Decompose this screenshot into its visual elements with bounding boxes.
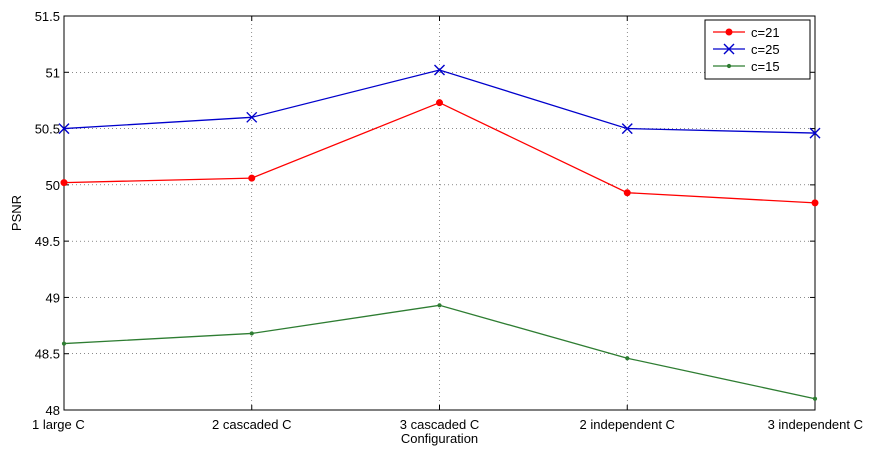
data-point-dot: [726, 63, 732, 69]
y-tick-label: 51: [46, 65, 60, 80]
legend: c=21 c=25 c=15: [704, 19, 811, 80]
data-point-dot: [437, 303, 442, 308]
data-point-x-marker: [434, 64, 445, 76]
legend-label: c=15: [751, 59, 780, 74]
series-layer: [58, 64, 821, 401]
legend-label: c=25: [751, 42, 780, 57]
series-c-21: [60, 99, 819, 207]
grid-lines: [64, 16, 815, 410]
y-tick-label: 48.5: [35, 347, 60, 362]
data-point-dot: [811, 199, 819, 207]
legend-label: c=21: [751, 25, 780, 40]
legend-item: c=21: [713, 25, 780, 40]
y-tick-label: 51.5: [35, 9, 60, 24]
data-point-dot: [812, 396, 818, 401]
y-tick-label: 50.5: [35, 122, 60, 137]
data-point-dot: [623, 189, 631, 197]
x-tick-label: 3 cascaded C: [400, 417, 480, 432]
y-axis-label: PSNR: [9, 195, 24, 231]
x-tick-label: 1 large C: [32, 417, 85, 432]
y-tick-label: 50: [46, 178, 60, 193]
data-point-dot: [60, 179, 68, 187]
data-point-x-marker: [723, 43, 735, 55]
data-point-dot: [248, 174, 256, 182]
y-axis-ticks: 48 48.5 49 49.5 50 50.5 51 51.5: [35, 9, 815, 418]
data-point-x-marker: [58, 123, 70, 135]
data-point-dot: [625, 356, 630, 361]
series-c-25: [58, 64, 821, 139]
x-tick-label: 2 independent C: [580, 417, 675, 432]
x-tick-label: 2 cascaded C: [212, 417, 292, 432]
series-c-15: [61, 303, 818, 401]
y-tick-label: 49.5: [35, 234, 60, 249]
data-point-x-marker: [246, 111, 258, 123]
legend-item: c=15: [713, 59, 780, 74]
x-axis-ticks: 1 large C 2 cascaded C 3 cascaded C 2 indep…: [32, 16, 863, 432]
legend-item: c=25: [713, 42, 780, 57]
data-point-dot: [436, 99, 443, 107]
data-point-dot: [725, 28, 733, 36]
x-tick-label: 3 independent C: [768, 417, 863, 432]
data-point-dot: [249, 331, 254, 336]
data-point-x-marker: [809, 127, 821, 139]
x-axis-label: Configuration: [401, 431, 478, 446]
y-tick-label: 49: [46, 290, 60, 305]
y-tick-label: 48: [46, 403, 60, 418]
data-point-x-marker: [621, 123, 633, 135]
data-point-dot: [61, 341, 67, 346]
